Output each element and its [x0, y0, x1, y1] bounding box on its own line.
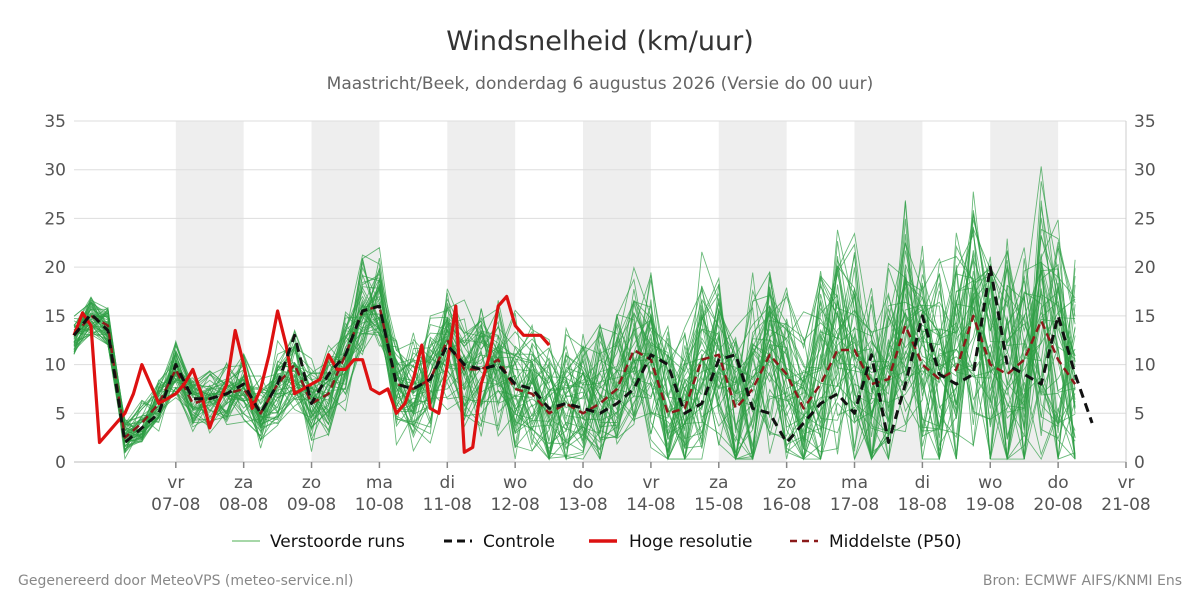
- legend-label-ensemble: Verstoorde runs: [270, 532, 405, 552]
- x-tick-date: 09-08: [287, 495, 336, 515]
- chart-subtitle: Maastricht/Beek, donderdag 6 augustus 20…: [327, 74, 874, 94]
- y-tick-label-right: 25: [1134, 209, 1156, 229]
- x-tick-date: 12-08: [490, 495, 539, 515]
- y-tick-label-right: 10: [1134, 356, 1156, 376]
- ensemble-run-line: [73, 263, 1076, 460]
- x-tick-day: ma: [841, 473, 868, 493]
- shaded-day-band: [447, 121, 516, 462]
- x-tick-day: vr: [167, 473, 184, 493]
- x-tick-date: 18-08: [898, 495, 947, 515]
- x-tick-date: 21-08: [1101, 495, 1150, 515]
- y-tick-label-left: 15: [44, 307, 66, 327]
- ensemble-run-line: [73, 201, 1076, 460]
- x-tick-date: 20-08: [1033, 495, 1082, 515]
- ensemble-run-line: [73, 166, 1076, 460]
- y-tick-label-left: 20: [44, 258, 66, 278]
- y-tick-label-right: 5: [1134, 404, 1145, 424]
- x-tick-date: 14-08: [626, 495, 675, 515]
- x-tick-date: 11-08: [423, 495, 472, 515]
- ensemble-run-line: [73, 206, 1076, 460]
- legend-item-control: Controle: [444, 532, 555, 552]
- y-tick-label-left: 35: [44, 112, 66, 132]
- ensemble-run-line: [73, 254, 1076, 461]
- x-tick-day: di: [440, 473, 456, 493]
- legend-item-hires: Hoge resolutie: [589, 532, 753, 552]
- legend-label-control: Controle: [483, 532, 555, 552]
- legend-item-p50: Middelste (P50): [790, 532, 962, 552]
- x-tick-date: 17-08: [830, 495, 879, 515]
- y-tick-label-right: 35: [1134, 112, 1156, 132]
- series-line-hires: [72, 294, 551, 454]
- x-tick-date: 16-08: [762, 495, 811, 515]
- ensemble-run-line: [73, 277, 1076, 461]
- y-tick-label-right: 20: [1134, 258, 1156, 278]
- x-tick-date: 10-08: [355, 495, 404, 515]
- ensemble-run-line: [73, 258, 1076, 461]
- y-tick-label-left: 0: [55, 453, 66, 473]
- y-tick-label-right: 0: [1134, 453, 1145, 473]
- y-tick-label-left: 30: [44, 161, 66, 181]
- footer-source: Bron: ECMWF AIFS/KNMI Ens: [983, 573, 1182, 589]
- x-tick-date: 13-08: [558, 495, 607, 515]
- x-tick-day: za: [234, 473, 253, 493]
- series-line-p50: [73, 304, 1077, 439]
- y-tick-label-left: 10: [44, 356, 66, 376]
- x-tick-day: do: [1048, 473, 1069, 493]
- x-tick-date: 19-08: [966, 495, 1015, 515]
- y-tick-label-right: 15: [1134, 307, 1156, 327]
- y-tick-label-right: 30: [1134, 161, 1156, 181]
- x-tick-day: wo: [503, 473, 527, 493]
- legend-label-p50: Middelste (P50): [829, 532, 962, 552]
- y-tick-label-left: 5: [55, 404, 66, 424]
- x-tick-day: wo: [978, 473, 1002, 493]
- x-tick-date: 07-08: [151, 495, 200, 515]
- x-tick-day: zo: [777, 473, 796, 493]
- legend: Verstoorde runs Controle Hoge resolutie …: [232, 532, 962, 552]
- x-tick-day: vr: [642, 473, 659, 493]
- ensemble-run-line: [73, 261, 1076, 461]
- chart-title: Windsnelheid (km/uur): [446, 26, 754, 57]
- x-tick-day: za: [709, 473, 728, 493]
- x-tick-day: di: [915, 473, 931, 493]
- x-tick-day: zo: [302, 473, 321, 493]
- x-tick-day: do: [572, 473, 593, 493]
- main-series: [72, 265, 1094, 454]
- x-tick-date: 08-08: [219, 495, 268, 515]
- x-tick-day: ma: [366, 473, 393, 493]
- x-tick-date: 15-08: [694, 495, 743, 515]
- legend-item-ensemble: Verstoorde runs: [232, 532, 405, 552]
- y-tick-label-left: 25: [44, 209, 66, 229]
- footer-generated-by: Gegenereerd door MeteoVPS (meteo-service…: [18, 573, 353, 589]
- series-line-control: [72, 265, 1094, 444]
- ensemble-run-line: [73, 267, 1076, 449]
- legend-label-hires: Hoge resolutie: [629, 532, 753, 552]
- x-tick-day: vr: [1117, 473, 1134, 493]
